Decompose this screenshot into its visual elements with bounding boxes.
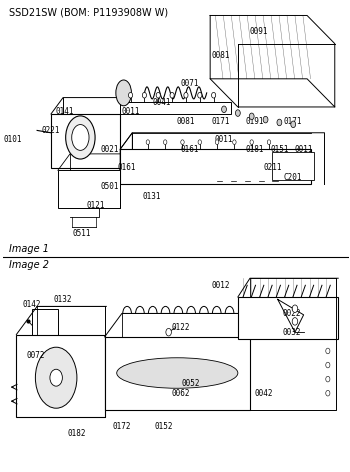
Text: 0501: 0501 bbox=[100, 182, 119, 191]
Circle shape bbox=[211, 93, 216, 98]
Text: 0122: 0122 bbox=[172, 323, 190, 332]
Circle shape bbox=[222, 106, 226, 113]
Text: 0131: 0131 bbox=[142, 192, 161, 201]
Text: 0221: 0221 bbox=[42, 126, 60, 135]
Circle shape bbox=[326, 376, 330, 382]
FancyBboxPatch shape bbox=[32, 309, 58, 337]
Text: 0011: 0011 bbox=[215, 135, 233, 144]
Ellipse shape bbox=[116, 80, 132, 106]
Polygon shape bbox=[278, 299, 303, 332]
Text: 0042: 0042 bbox=[254, 388, 273, 398]
Text: 0072: 0072 bbox=[26, 351, 45, 360]
Circle shape bbox=[50, 369, 62, 386]
Text: 0041: 0041 bbox=[153, 98, 171, 107]
Text: 0171: 0171 bbox=[211, 117, 230, 126]
Circle shape bbox=[215, 140, 219, 144]
Text: 0211: 0211 bbox=[263, 163, 282, 172]
Circle shape bbox=[326, 390, 330, 396]
Circle shape bbox=[233, 140, 236, 144]
Text: 0181: 0181 bbox=[246, 145, 264, 154]
Text: 0191: 0191 bbox=[246, 117, 264, 126]
Circle shape bbox=[267, 140, 271, 144]
Text: 0132: 0132 bbox=[54, 295, 72, 304]
Circle shape bbox=[146, 140, 149, 144]
Text: Image 1: Image 1 bbox=[9, 244, 49, 254]
Circle shape bbox=[166, 329, 172, 336]
Circle shape bbox=[291, 121, 296, 127]
Text: Image 2: Image 2 bbox=[9, 260, 49, 270]
Circle shape bbox=[198, 93, 202, 98]
Ellipse shape bbox=[117, 358, 238, 388]
Text: 0182: 0182 bbox=[68, 429, 86, 438]
Circle shape bbox=[198, 140, 202, 144]
Text: 0052: 0052 bbox=[182, 379, 201, 388]
Text: 0012: 0012 bbox=[211, 281, 230, 290]
Circle shape bbox=[236, 110, 240, 117]
Text: 0091: 0091 bbox=[249, 27, 268, 36]
Text: 0511: 0511 bbox=[73, 229, 91, 238]
Text: 0081: 0081 bbox=[211, 51, 230, 60]
Circle shape bbox=[292, 318, 298, 325]
FancyBboxPatch shape bbox=[58, 170, 120, 208]
Circle shape bbox=[128, 93, 133, 98]
Text: 0062: 0062 bbox=[172, 388, 190, 398]
Text: 0161: 0161 bbox=[118, 163, 136, 172]
FancyBboxPatch shape bbox=[238, 297, 338, 339]
Circle shape bbox=[142, 93, 147, 98]
Text: C201: C201 bbox=[284, 173, 302, 182]
Text: 0151: 0151 bbox=[270, 145, 289, 154]
Circle shape bbox=[277, 119, 282, 126]
Text: 0071: 0071 bbox=[180, 79, 199, 88]
Text: 0172: 0172 bbox=[113, 421, 131, 430]
Text: 0032: 0032 bbox=[282, 328, 301, 337]
Circle shape bbox=[250, 140, 253, 144]
Text: 0171: 0171 bbox=[284, 117, 302, 126]
Text: 0121: 0121 bbox=[87, 201, 105, 210]
Text: 0011: 0011 bbox=[294, 145, 313, 154]
Circle shape bbox=[326, 362, 330, 368]
Text: 0161: 0161 bbox=[180, 145, 199, 154]
Ellipse shape bbox=[66, 116, 95, 159]
FancyBboxPatch shape bbox=[120, 102, 231, 114]
Circle shape bbox=[170, 93, 174, 98]
Circle shape bbox=[184, 93, 188, 98]
Text: 0152: 0152 bbox=[154, 421, 173, 430]
FancyBboxPatch shape bbox=[120, 149, 310, 185]
Text: SSD21SW (BOM: P1193908W W): SSD21SW (BOM: P1193908W W) bbox=[9, 7, 169, 17]
Circle shape bbox=[156, 93, 160, 98]
Circle shape bbox=[163, 140, 167, 144]
FancyBboxPatch shape bbox=[272, 152, 314, 180]
Text: 0022: 0022 bbox=[282, 309, 301, 318]
Text: 0081: 0081 bbox=[177, 117, 195, 126]
FancyBboxPatch shape bbox=[51, 114, 120, 168]
Text: 0011: 0011 bbox=[121, 107, 140, 116]
Text: 0142: 0142 bbox=[23, 300, 41, 309]
Ellipse shape bbox=[35, 347, 77, 408]
Circle shape bbox=[263, 117, 268, 123]
FancyBboxPatch shape bbox=[16, 335, 105, 417]
Text: 0101: 0101 bbox=[4, 135, 22, 144]
Circle shape bbox=[326, 348, 330, 354]
Text: 0021: 0021 bbox=[100, 145, 119, 154]
Text: 0141: 0141 bbox=[56, 107, 74, 116]
Circle shape bbox=[249, 113, 254, 119]
Circle shape bbox=[292, 305, 298, 312]
FancyBboxPatch shape bbox=[105, 337, 250, 410]
Ellipse shape bbox=[72, 125, 89, 151]
Circle shape bbox=[181, 140, 184, 144]
